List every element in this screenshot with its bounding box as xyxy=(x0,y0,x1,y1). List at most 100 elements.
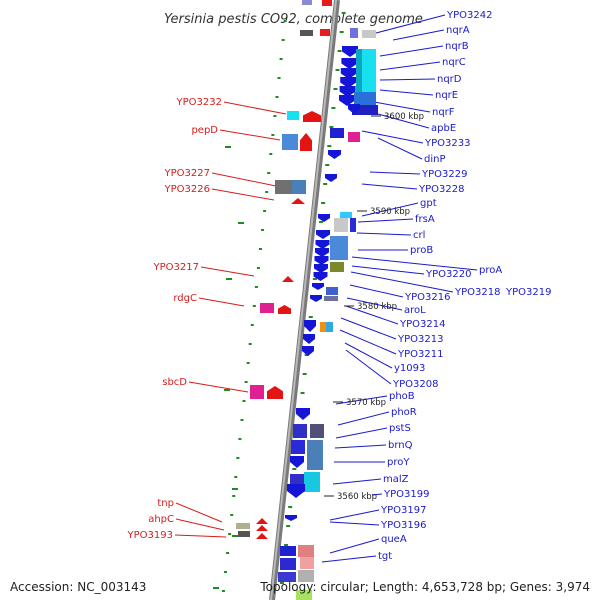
rna-dash xyxy=(331,107,336,109)
plus-strand-arrow xyxy=(302,346,314,356)
plus-strand-arrow xyxy=(348,104,360,114)
gene-box xyxy=(320,322,328,332)
leader-line xyxy=(198,297,245,307)
gene-box xyxy=(275,180,292,194)
rna-dash xyxy=(275,96,279,98)
leader-line xyxy=(219,129,281,141)
leader-line xyxy=(337,411,390,426)
plus-strand-arrow xyxy=(328,150,341,159)
rna-dash xyxy=(234,476,238,478)
rna-dash xyxy=(263,210,267,212)
leader-line xyxy=(345,305,399,325)
rna-dash xyxy=(230,514,234,516)
minus-strand-arrow xyxy=(267,386,283,399)
rna-dash xyxy=(225,146,231,148)
gene-label-proy: proY xyxy=(387,457,410,468)
leader-line xyxy=(361,202,419,217)
gene-box xyxy=(356,49,362,105)
gene-box xyxy=(282,134,298,150)
minus-strand-arrow xyxy=(303,111,321,122)
leader-line xyxy=(349,284,404,298)
gene-label-ypo3197: YPO3197 xyxy=(380,505,426,516)
gene-label-ypo3232: YPO3232 xyxy=(176,97,222,108)
rna-dash xyxy=(246,362,250,364)
plus-strand-arrow xyxy=(303,334,315,344)
scale-label: 3600 kbp xyxy=(384,112,424,122)
plus-strand-arrow xyxy=(316,230,330,239)
gene-label-ypo3226: YPO3226 xyxy=(164,184,210,195)
gene-box xyxy=(291,440,305,454)
gene-label-nqrb: nqrB xyxy=(445,41,469,52)
rna-dash xyxy=(232,535,238,537)
rna-dash xyxy=(319,221,324,223)
rna-dash xyxy=(248,343,252,345)
plus-strand-arrow xyxy=(325,174,337,182)
rna-dash xyxy=(339,31,344,33)
minus-strand-arrow xyxy=(282,276,294,282)
gene-label-ypo3227: YPO3227 xyxy=(164,168,210,179)
leader-line xyxy=(379,78,436,81)
gene-label-ypo3213: YPO3213 xyxy=(397,334,443,345)
gene-label-arol: aroL xyxy=(404,305,426,316)
gene-box xyxy=(287,111,299,120)
gene-box xyxy=(350,218,356,232)
rna-dash xyxy=(226,552,230,554)
gene-box xyxy=(352,105,378,115)
gene-box xyxy=(300,557,314,569)
leader-line xyxy=(350,271,454,293)
gene-box xyxy=(320,29,330,36)
rna-dash xyxy=(269,153,273,155)
gene-box xyxy=(250,385,264,399)
minus-strand-arrow xyxy=(256,525,268,531)
rna-dash xyxy=(259,248,262,250)
gene-label-rdgc: rdgC xyxy=(173,293,197,304)
rna-dash xyxy=(281,39,285,41)
leader-line xyxy=(223,101,287,115)
gene-label-ahpc: ahpC xyxy=(148,514,174,525)
leader-line xyxy=(329,509,380,521)
gene-box xyxy=(238,531,250,537)
rna-dash xyxy=(279,58,283,60)
gene-label-phob: phoB xyxy=(389,391,415,402)
gene-box xyxy=(324,296,338,301)
gene-label-ypo3220: YPO3220 xyxy=(425,269,471,280)
scale-label: 3560 kbp xyxy=(337,492,377,502)
leader-line xyxy=(211,172,277,187)
rna-dash xyxy=(256,267,260,269)
gene-box xyxy=(298,570,314,582)
leader-line xyxy=(174,534,227,538)
gene-box xyxy=(300,30,313,36)
rna-dash xyxy=(329,126,334,128)
leader-line xyxy=(375,14,446,34)
leader-line xyxy=(371,493,383,496)
leader-line xyxy=(379,89,434,96)
rna-dash xyxy=(244,381,248,383)
gene-labels: YPO3242 nqrA nqrB nqrC nqrD nqrE nqrF apbE YPO32… xyxy=(127,10,552,562)
gene-box xyxy=(292,180,306,194)
leader-line xyxy=(373,101,431,113)
leader-line xyxy=(361,130,424,144)
rna-dash xyxy=(213,587,219,589)
plus-strand-arrow xyxy=(313,272,328,281)
plus-strand-arrow xyxy=(342,46,358,57)
gene-label-ypo3218: YPO3218 xyxy=(454,287,500,298)
leader-line xyxy=(188,381,249,393)
rna-dash xyxy=(236,457,240,459)
gene-label-ypo3229: YPO3229 xyxy=(421,169,467,180)
scale-marks: 3600 kbp 3590 kbp 3580 kbp 3570 kbp 3560 kbp xyxy=(324,112,424,502)
minus-strand-arrow xyxy=(291,198,305,204)
gene-label-ypo3214: YPO3214 xyxy=(399,319,445,330)
plus-strand-arrow xyxy=(340,77,357,88)
rna-dash xyxy=(333,88,338,90)
gene-label-ypo3211: YPO3211 xyxy=(397,349,443,360)
plus-strand-arrow xyxy=(318,214,330,222)
plus-strand-arrow xyxy=(287,484,305,498)
leader-line xyxy=(175,518,225,531)
gene-box xyxy=(310,424,324,438)
plus-strand-arrow xyxy=(341,58,358,69)
gene-box xyxy=(280,546,296,556)
leader-line xyxy=(175,502,223,523)
rna-dash xyxy=(250,324,254,326)
minus-strand-arrow xyxy=(278,305,291,314)
plus-strand-arrow xyxy=(290,456,304,468)
